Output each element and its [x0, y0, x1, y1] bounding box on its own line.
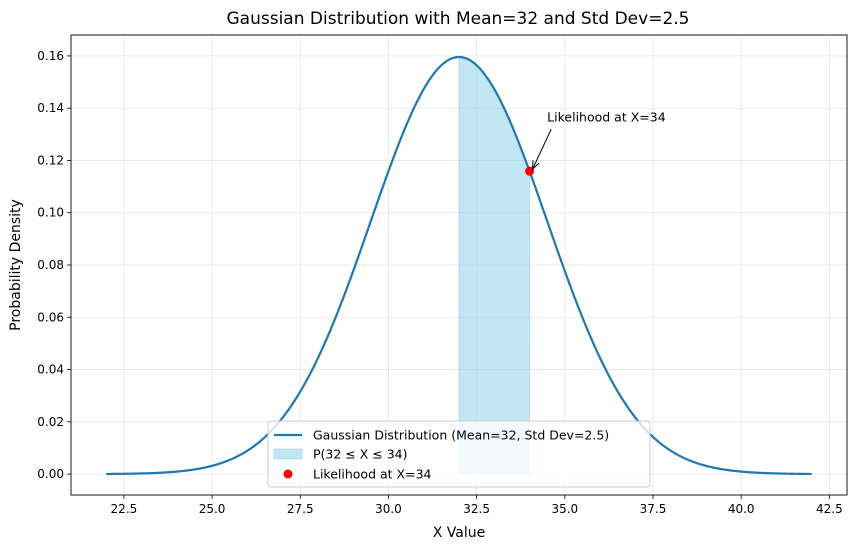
x-tick-label: 32.5 — [463, 502, 490, 516]
x-axis-ticks: 22.5 25.0 27.5 30.0 32.5 35.0 37.5 40.0 42.5 — [111, 495, 843, 516]
y-tick-label: 0.12 — [37, 153, 64, 167]
y-tick-label: 0.00 — [37, 467, 64, 481]
x-tick-label: 40.0 — [728, 502, 755, 516]
y-axis-label: Probability Density — [8, 199, 24, 331]
y-tick-label: 0.10 — [37, 206, 64, 220]
legend-fill-swatch — [273, 448, 303, 460]
legend-box — [267, 420, 651, 488]
y-tick-label: 0.06 — [37, 310, 64, 324]
annotation-group: Likelihood at X=34 — [531, 109, 666, 171]
x-tick-label: 37.5 — [640, 502, 667, 516]
shaded-probability-area — [458, 56, 531, 475]
legend: Gaussian Distribution (Mean=32, Std Dev=… — [267, 420, 651, 488]
gaussian-curve — [106, 55, 812, 476]
x-axis-label: X Value — [433, 525, 486, 541]
y-tick-label: 0.04 — [37, 363, 64, 377]
legend-label: P(32 ≤ X ≤ 34) — [313, 447, 408, 462]
y-tick-label: 0.16 — [37, 49, 64, 63]
legend-marker-swatch — [283, 469, 293, 479]
legend-label: Likelihood at X=34 — [313, 467, 432, 482]
x-tick-label: 25.0 — [199, 502, 226, 516]
annotation-text: Likelihood at X=34 — [547, 109, 666, 124]
y-tick-label: 0.14 — [37, 101, 64, 115]
likelihood-point — [525, 166, 535, 176]
x-tick-label: 22.5 — [111, 502, 138, 516]
x-tick-label: 30.0 — [375, 502, 402, 516]
legend-label: Gaussian Distribution (Mean=32, Std Dev=… — [313, 428, 609, 443]
x-tick-label: 35.0 — [551, 502, 578, 516]
curve-group — [106, 55, 812, 476]
y-axis-ticks: 0.00 0.02 0.04 0.06 0.08 0.10 0.12 0.14 0.16 — [37, 49, 71, 481]
y-tick-label: 0.02 — [37, 415, 64, 429]
likelihood-marker-group — [525, 166, 535, 176]
annotation-arrow-head — [531, 160, 540, 171]
x-tick-label: 42.5 — [816, 502, 843, 516]
chart-title: Gaussian Distribution with Mean=32 and S… — [227, 9, 690, 29]
y-tick-label: 0.08 — [37, 258, 64, 272]
x-tick-label: 27.5 — [287, 502, 314, 516]
shaded-area-group — [458, 56, 531, 475]
annotation-arrow-line — [532, 129, 552, 170]
